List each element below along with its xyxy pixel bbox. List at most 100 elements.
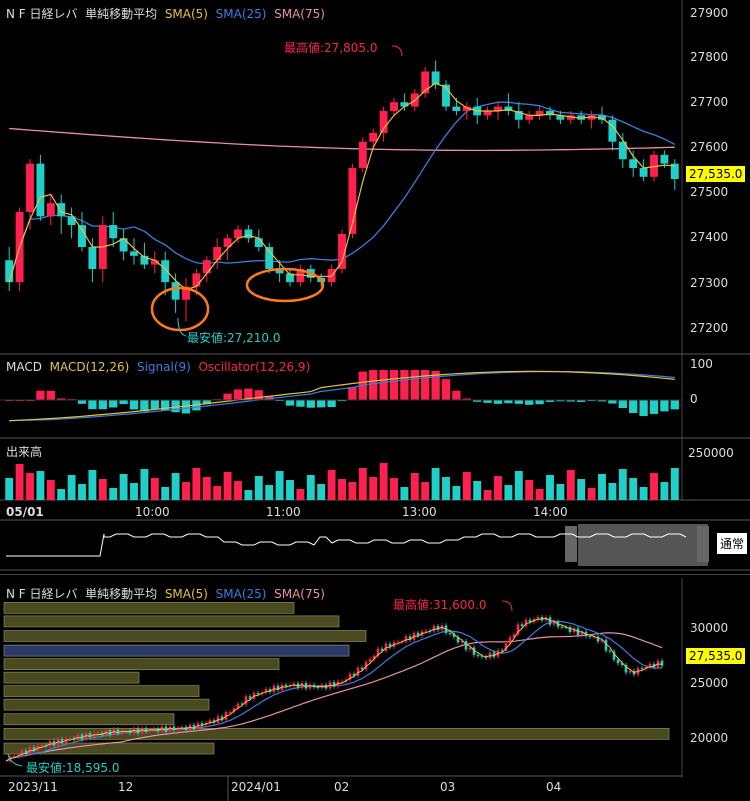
volume-bar [254,476,263,500]
instrument-name: N F 日経レバ [6,587,78,601]
low-label: 最安値:27,210.0 [187,331,281,345]
volume-bar [130,483,138,500]
daily-candle-body [520,624,524,627]
volume-bar [670,468,679,500]
volume-bar [57,489,66,500]
volume-bar [244,490,253,500]
volume-bar [369,477,378,500]
daily-candle-body [588,636,592,638]
macd-ytick: 100 [690,357,713,371]
volume-bar [192,468,201,500]
daily-high-label: 最高値:31,600.0 [393,598,487,612]
oscillator-bar [421,370,430,400]
oscillator-bar [265,395,274,400]
candle-body [67,216,76,226]
volume-bar [67,475,76,500]
daily-candle-body [304,682,308,689]
oscillator-bar [379,370,388,400]
candle-body [150,260,159,265]
sma5-legend: SMA(5) [164,7,208,21]
volume-bar [26,473,34,500]
candle-body [504,106,513,111]
candle-body [379,110,388,133]
candle-body [462,106,471,111]
daily-candle-body [140,727,144,734]
candle-body [608,119,617,142]
volume-bar [150,478,159,500]
volume-profile-bar [3,742,215,755]
daily-candle-body [372,656,376,660]
oscillator-bar [629,400,638,413]
ytick: 27700 [690,95,729,109]
daily-low-label: 最安値:18,595.0 [26,761,120,775]
oscillator-bar [317,400,326,408]
oscillator-bar [202,400,211,405]
candle-body [36,163,45,217]
daily-xtick: 2023/11 [8,780,58,794]
daily-candle-body [152,728,156,730]
ytick: 27300 [690,276,729,290]
volume-bar [431,468,440,500]
daily-candle-body [404,636,408,642]
candle-body [660,154,669,164]
daily-candle-body [80,734,84,740]
volume-bar [202,477,211,500]
oscillator-bar [119,400,128,405]
daily-candle-body [408,636,412,640]
candle-body [650,154,658,177]
volume-bar [400,487,409,500]
daily-candle-body [68,738,72,740]
oscillator-bar [431,370,440,400]
oscillator-bar [36,390,45,400]
oscillator-bar [639,400,648,417]
daily-candle-body [600,639,604,642]
daily-candle-body [264,689,268,693]
daily-candle-body [24,750,28,755]
daily-low-pointer [7,753,23,767]
volume-bar [421,482,430,500]
candle-body [566,115,575,120]
oscillator-bar [150,400,159,410]
daily-candle-body [308,684,312,689]
daily-candle-body [616,659,620,664]
candle-body [358,141,367,169]
oscillator-bar [400,370,409,400]
daily-candle-body [120,731,124,734]
volume-bar [566,470,575,500]
oscillator-bar [545,400,555,402]
daily-candle-body [176,728,180,730]
candle-body [26,163,34,212]
daily-high-pointer [501,600,513,612]
volume-bar [525,480,534,500]
chart-mode-button[interactable]: 通常 [717,533,748,554]
oscillator-bar [57,398,66,400]
candle-body [286,273,294,283]
volume-bar [265,485,274,500]
oscillator-bar [223,393,232,400]
candle-body [348,168,357,234]
oscillator-bar [369,370,378,400]
volume-bar [98,479,107,500]
daily-candle-body [360,667,364,670]
daily-candle-body [108,730,112,735]
candle-body [442,84,450,107]
macd-line [9,370,675,422]
candle-body [452,106,461,111]
volume-bar [338,479,346,500]
current-price-box: 27,535.0 [686,166,746,182]
daily-candle-body [12,755,16,757]
daily-candle-body [280,684,284,691]
oscillator-bar [410,370,419,400]
volume-bar [608,483,617,500]
volume-bar [587,488,596,500]
volume-bar [78,484,86,500]
ytick: 27600 [690,140,729,154]
candle-body [390,102,398,111]
daily-candle-body [376,648,380,657]
daily-candle-body [112,729,116,735]
candle-body [223,238,232,248]
daily-candle-body [580,631,584,636]
daily-candle-body [64,738,68,743]
oscillator-bar [233,389,243,400]
daily-candle-body [268,689,272,692]
